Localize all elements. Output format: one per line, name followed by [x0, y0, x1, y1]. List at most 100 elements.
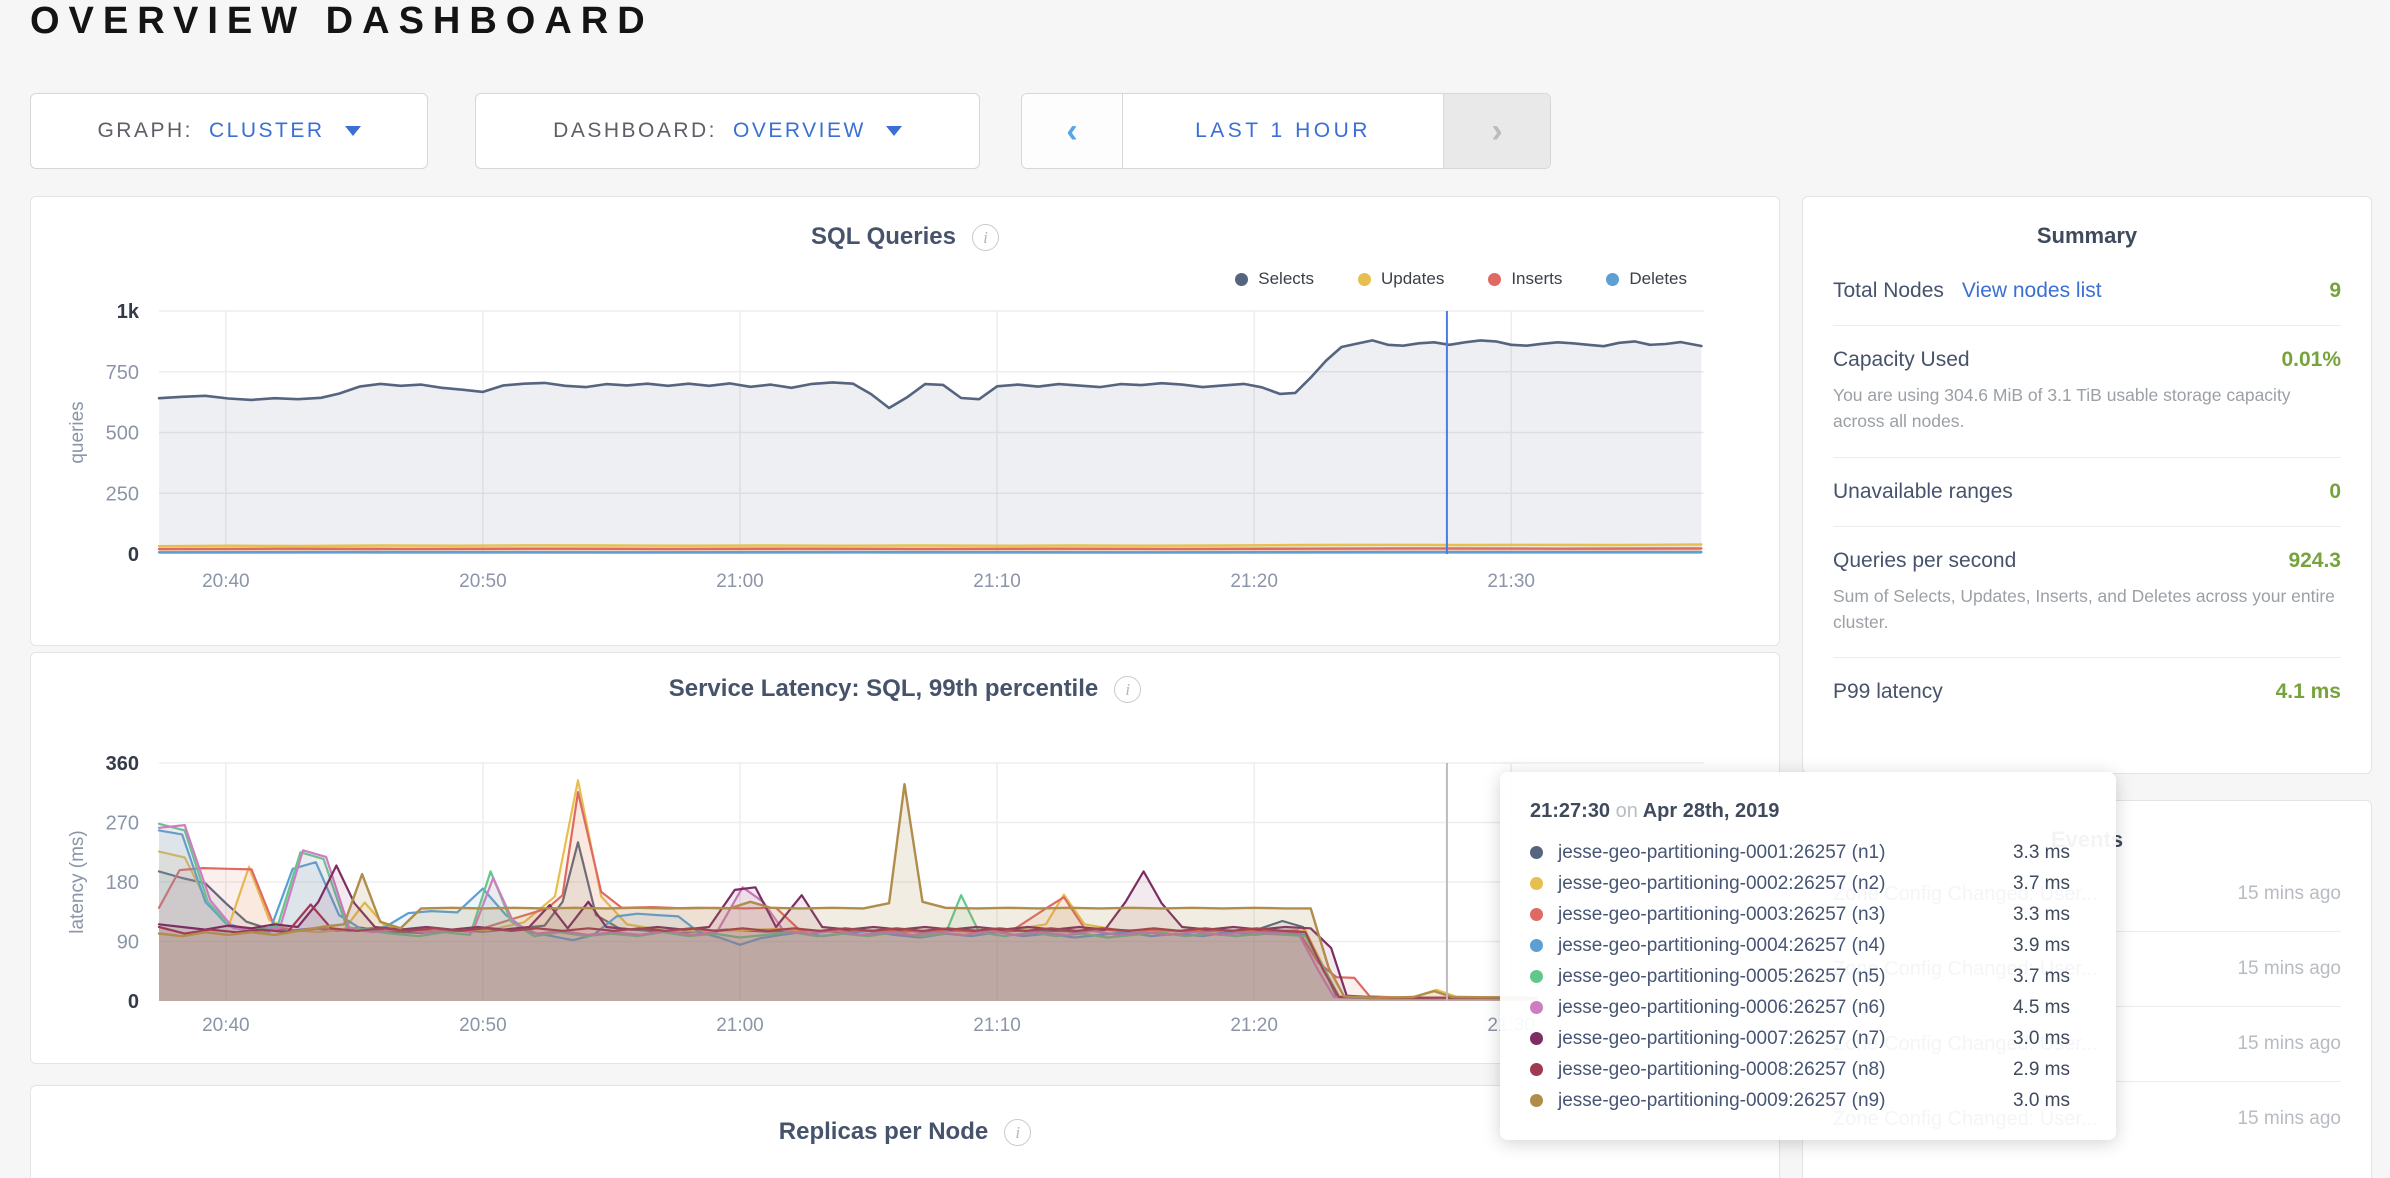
svg-text:0: 0	[128, 991, 139, 1013]
svg-text:21:10: 21:10	[973, 1015, 1021, 1036]
unavailable-ranges-value: 0	[2329, 479, 2341, 503]
tooltip-row: jesse-geo-partitioning-0002:26257 (n2) 3.…	[1530, 868, 2082, 899]
event-time: 15 mins ago	[2237, 958, 2341, 980]
replicas-per-node-title: Replicas per Node i	[31, 1118, 1779, 1146]
tooltip-row: jesse-geo-partitioning-0009:26257 (n9) 3.…	[1530, 1085, 2082, 1116]
svg-text:0: 0	[128, 544, 139, 566]
info-icon[interactable]: i	[1114, 675, 1142, 703]
event-time: 15 mins ago	[2237, 883, 2341, 905]
summary-row-p99-latency: P99 latency 4.1 ms	[1833, 658, 2341, 726]
svg-text:21:20: 21:20	[1230, 571, 1278, 592]
legend-item-inserts[interactable]: Inserts	[1488, 269, 1562, 289]
svg-text:21:30: 21:30	[1487, 571, 1535, 592]
p99-latency-value: 4.1 ms	[2275, 680, 2341, 703]
tooltip-row: jesse-geo-partitioning-0006:26257 (n6) 4.…	[1530, 992, 2082, 1023]
sql-queries-title: SQL Queries i	[31, 223, 1779, 251]
node-dot-icon	[1530, 1063, 1543, 1076]
chevron-down-icon	[344, 126, 361, 136]
svg-text:90: 90	[117, 932, 139, 954]
node-dot-icon	[1530, 846, 1543, 859]
queries-per-second-value: 924.3	[2288, 548, 2341, 572]
tooltip-row: jesse-geo-partitioning-0005:26257 (n5) 3.…	[1530, 961, 2082, 992]
svg-text:21:20: 21:20	[1230, 1015, 1278, 1036]
sql-queries-chart[interactable]: 20:40 20:50 21:00 21:10 21:20 21:30 0 250 500 750…	[31, 197, 1779, 645]
page-title: OVERVIEW DASHBOARD	[30, 0, 654, 42]
svg-text:180: 180	[106, 872, 139, 894]
event-row[interactable]: Zone Config Changed: User... 15 mins ago	[1833, 1082, 2341, 1156]
time-range-selector: ‹ LAST 1 HOUR ›	[1021, 93, 1551, 169]
node-dot-icon	[1530, 877, 1543, 890]
summary-row-unavailable-ranges: Unavailable ranges 0	[1833, 458, 2341, 527]
dashboard-dropdown-value: OVERVIEW	[733, 119, 866, 142]
time-range-prev-button[interactable]: ‹	[1022, 94, 1123, 168]
legend-item-deletes[interactable]: Deletes	[1606, 269, 1687, 289]
dashboard-dropdown-label: DASHBOARD:	[553, 119, 718, 142]
graph-dropdown-label: GRAPH:	[97, 119, 193, 142]
svg-text:latency (ms): latency (ms)	[67, 830, 88, 933]
graph-dropdown[interactable]: GRAPH: CLUSTER	[30, 93, 428, 169]
summary-row-total-nodes: Total Nodes View nodes list 9	[1833, 257, 2341, 326]
node-dot-icon	[1530, 908, 1543, 921]
inserts-dot-icon	[1488, 272, 1502, 286]
updates-dot-icon	[1358, 272, 1371, 286]
tooltip-timestamp: 21:27:30 on Apr 28th, 2019	[1530, 800, 1780, 822]
node-dot-icon	[1530, 1032, 1543, 1045]
deletes-dot-icon	[1606, 272, 1620, 286]
info-icon[interactable]: i	[971, 223, 999, 251]
selects-dot-icon	[1235, 272, 1249, 286]
svg-text:21:00: 21:00	[716, 1015, 764, 1036]
replicas-per-node-card: Replicas per Node i	[30, 1085, 1780, 1178]
svg-text:750: 750	[106, 362, 139, 384]
capacity-used-label: Capacity Used	[1833, 348, 1970, 371]
service-latency-card: Service Latency: SQL, 99th percentile i …	[30, 652, 1780, 1064]
info-icon[interactable]: i	[1004, 1118, 1032, 1146]
time-range-label[interactable]: LAST 1 HOUR	[1195, 119, 1371, 142]
svg-text:270: 270	[106, 813, 139, 835]
tooltip-row: jesse-geo-partitioning-0001:26257 (n1) 3.…	[1530, 837, 2082, 868]
chevron-right-icon: ›	[1491, 111, 1503, 150]
svg-text:21:00: 21:00	[716, 571, 764, 592]
tooltip-row: jesse-geo-partitioning-0004:26257 (n4) 3.…	[1530, 930, 2082, 961]
node-dot-icon	[1530, 1001, 1543, 1014]
graph-dropdown-value: CLUSTER	[208, 119, 325, 142]
svg-text:21:10: 21:10	[973, 571, 1021, 592]
tooltip-row: jesse-geo-partitioning-0008:26257 (n8) 2.…	[1530, 1054, 2082, 1085]
tooltip-row: jesse-geo-partitioning-0003:26257 (n3) 3.…	[1530, 899, 2082, 930]
view-nodes-list-link[interactable]: View nodes list	[1961, 279, 2102, 302]
svg-text:20:50: 20:50	[459, 571, 507, 592]
total-nodes-label: Total Nodes	[1833, 279, 1944, 302]
svg-text:20:40: 20:40	[202, 1015, 250, 1036]
capacity-used-value: 0.01%	[2281, 348, 2341, 371]
dashboard-dropdown[interactable]: DASHBOARD: OVERVIEW	[475, 93, 980, 169]
event-time: 15 mins ago	[2237, 1033, 2341, 1055]
unavailable-ranges-label: Unavailable ranges	[1833, 479, 2013, 503]
p99-latency-label: P99 latency	[1833, 680, 1943, 703]
chevron-left-icon: ‹	[1066, 111, 1078, 150]
queries-per-second-label: Queries per second	[1833, 548, 2017, 572]
svg-text:queries: queries	[67, 401, 88, 463]
service-latency-chart[interactable]: 20:4020:5021:0021:1021:2021:300901802703…	[31, 653, 1779, 1063]
total-nodes-value: 9	[2329, 279, 2341, 302]
node-dot-icon	[1530, 970, 1543, 983]
summary-row-capacity-used: Capacity Used 0.01% You are using 304.6 …	[1833, 326, 2341, 458]
svg-text:500: 500	[106, 423, 139, 445]
svg-text:20:50: 20:50	[459, 1015, 507, 1036]
node-dot-icon	[1530, 939, 1543, 952]
sql-queries-card: SQL Queries i Selects Updates Inserts De…	[30, 196, 1780, 646]
svg-text:360: 360	[106, 753, 139, 775]
legend-item-selects[interactable]: Selects	[1235, 269, 1314, 289]
chevron-down-icon	[885, 126, 902, 136]
tooltip-row: jesse-geo-partitioning-0007:26257 (n7) 3.…	[1530, 1023, 2082, 1054]
capacity-used-caption: You are using 304.6 MiB of 3.1 TiB usabl…	[1833, 385, 2291, 432]
legend-item-updates[interactable]: Updates	[1358, 269, 1444, 289]
svg-text:1k: 1k	[117, 301, 140, 323]
svg-text:20:40: 20:40	[202, 571, 250, 592]
node-dot-icon	[1530, 1094, 1543, 1107]
summary-panel: Summary Total Nodes View nodes list 9 Ca…	[1802, 196, 2372, 774]
event-time: 15 mins ago	[2237, 1108, 2341, 1130]
time-range-next-button[interactable]: ›	[1443, 94, 1550, 168]
summary-row-queries-per-second: Queries per second 924.3 Sum of Selects,…	[1833, 527, 2341, 658]
summary-heading: Summary	[2036, 223, 2138, 248]
sql-queries-legend: Selects Updates Inserts Deletes	[1235, 269, 1687, 289]
